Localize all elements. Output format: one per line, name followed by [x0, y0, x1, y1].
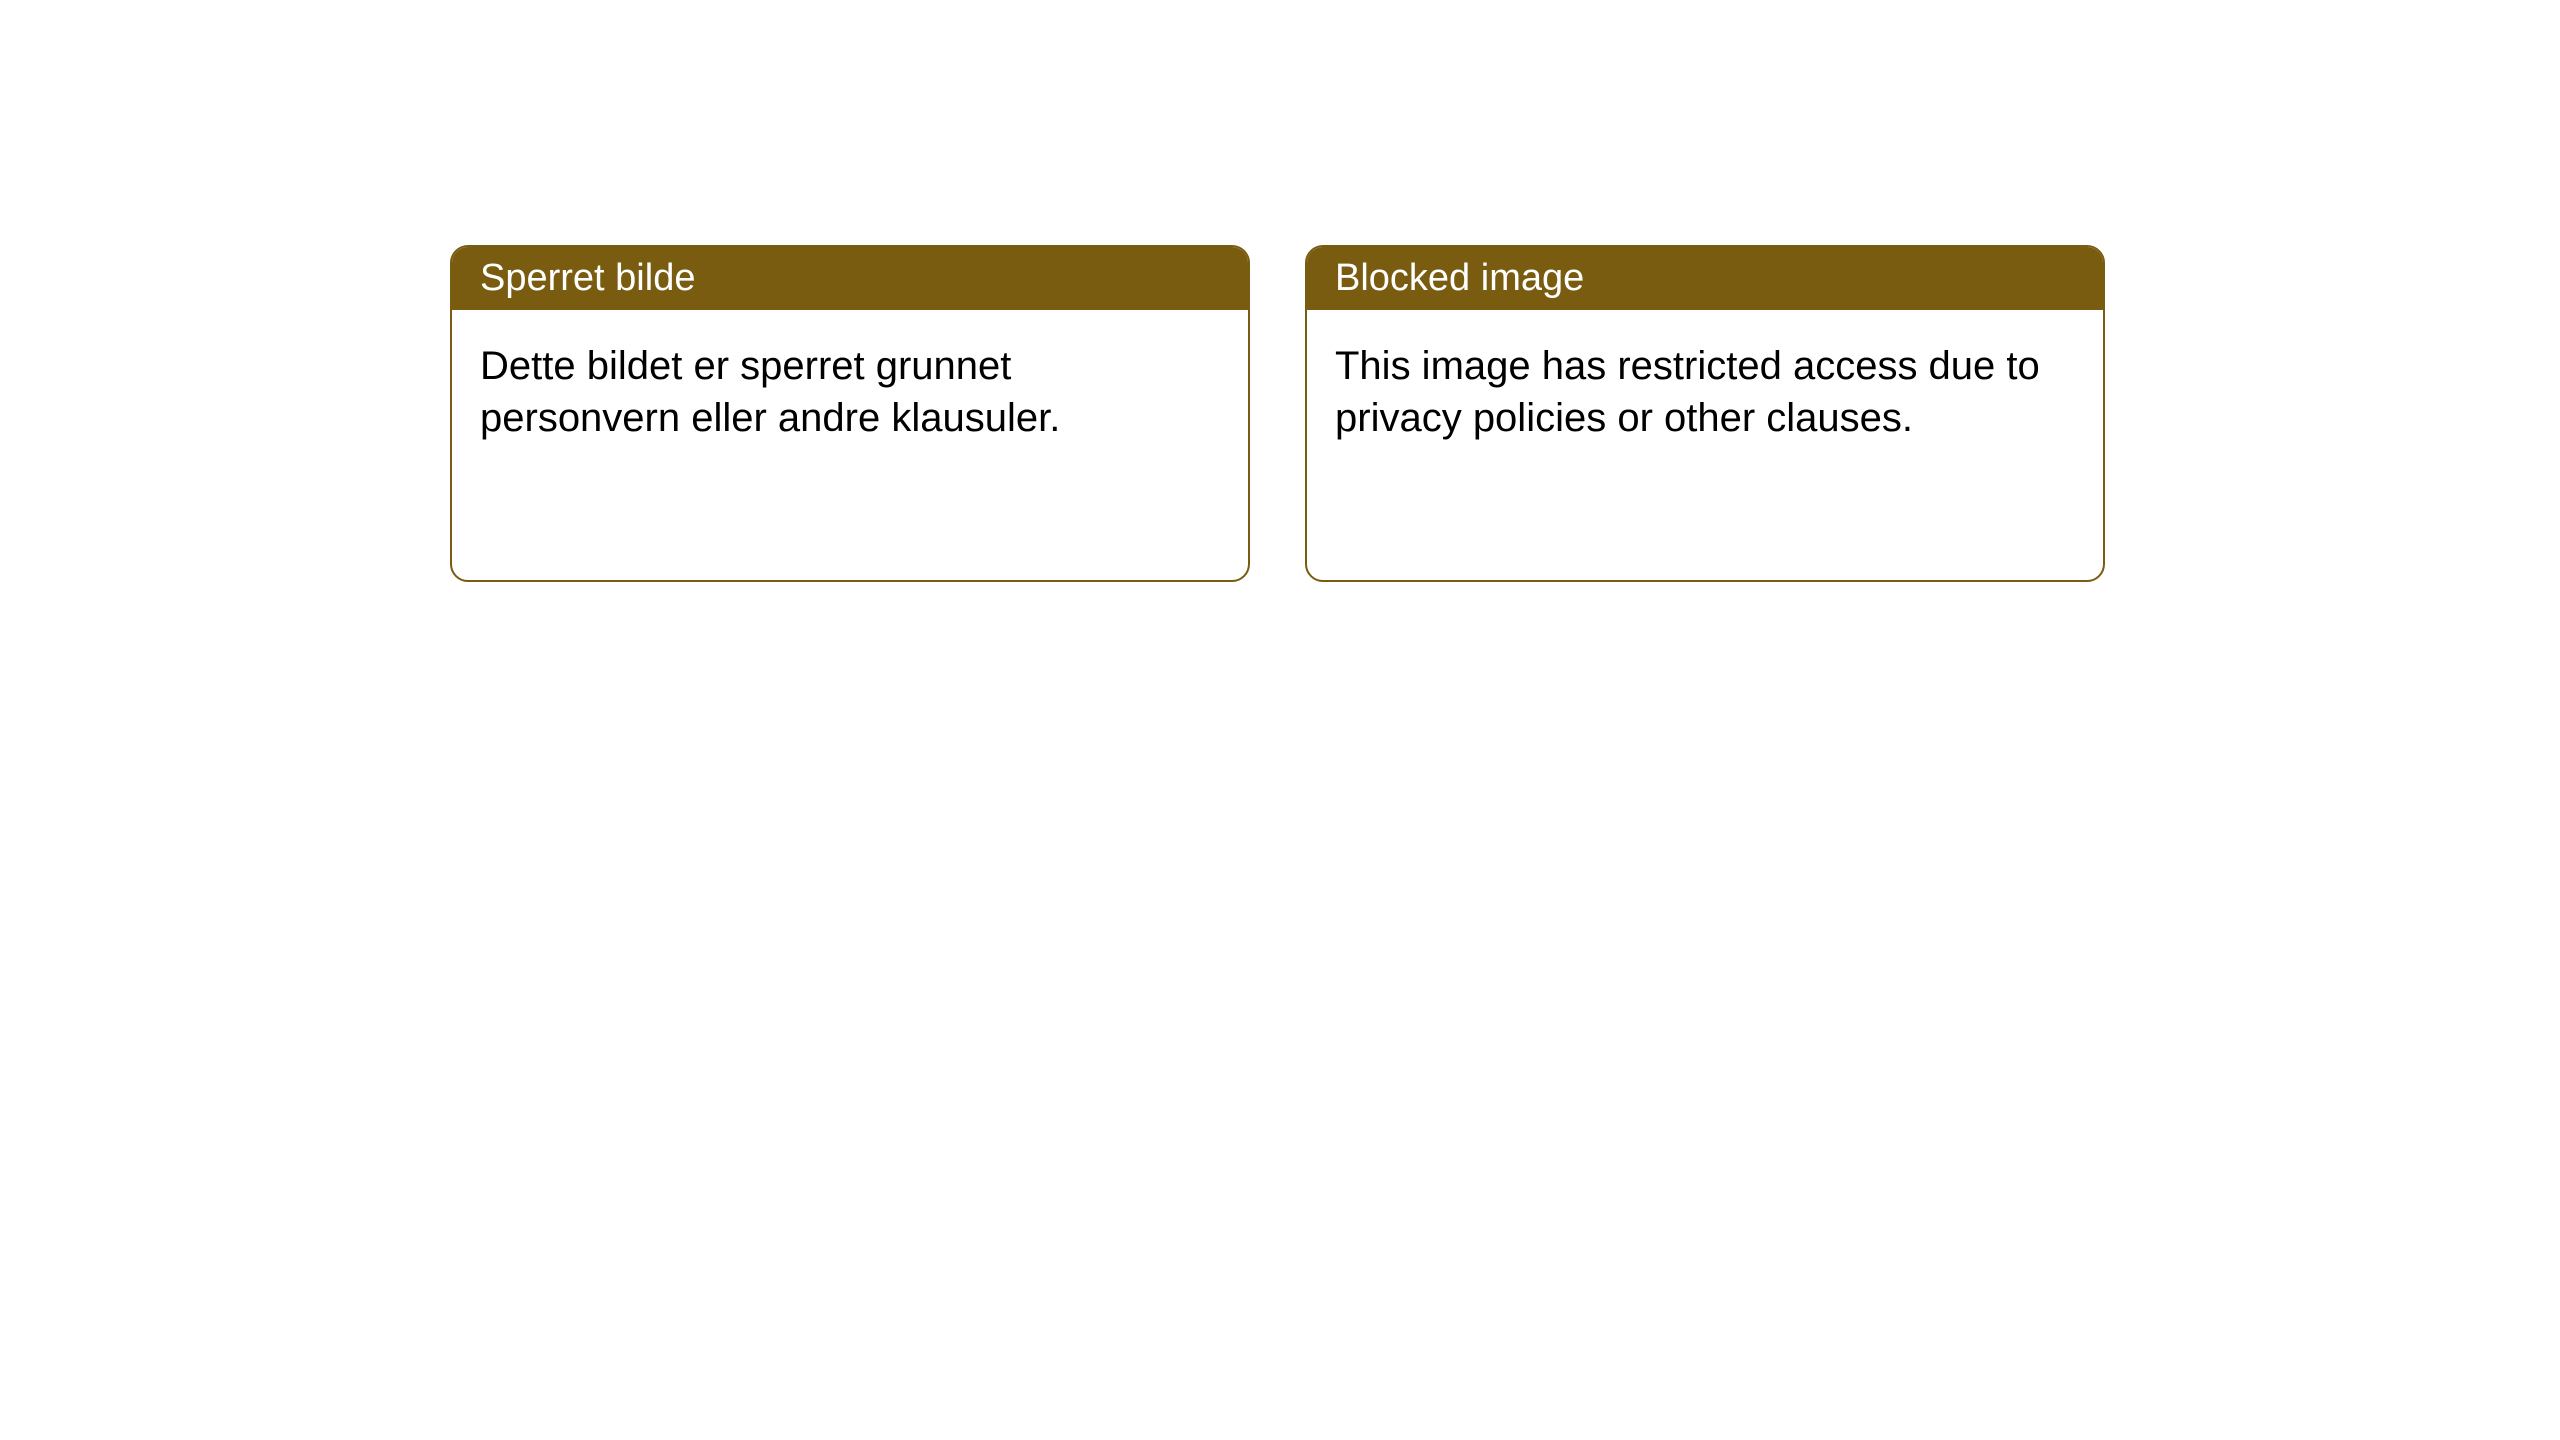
card-body-text: This image has restricted access due to … [1335, 344, 2040, 440]
card-header: Blocked image [1307, 247, 2103, 310]
notice-card-norwegian: Sperret bilde Dette bildet er sperret gr… [450, 245, 1250, 582]
card-header: Sperret bilde [452, 247, 1248, 310]
notice-card-english: Blocked image This image has restricted … [1305, 245, 2105, 582]
card-body: This image has restricted access due to … [1307, 310, 2103, 580]
card-title: Sperret bilde [480, 257, 695, 299]
card-body: Dette bildet er sperret grunnet personve… [452, 310, 1248, 580]
card-title: Blocked image [1335, 257, 1584, 299]
card-body-text: Dette bildet er sperret grunnet personve… [480, 344, 1060, 440]
notice-cards-container: Sperret bilde Dette bildet er sperret gr… [0, 0, 2560, 582]
